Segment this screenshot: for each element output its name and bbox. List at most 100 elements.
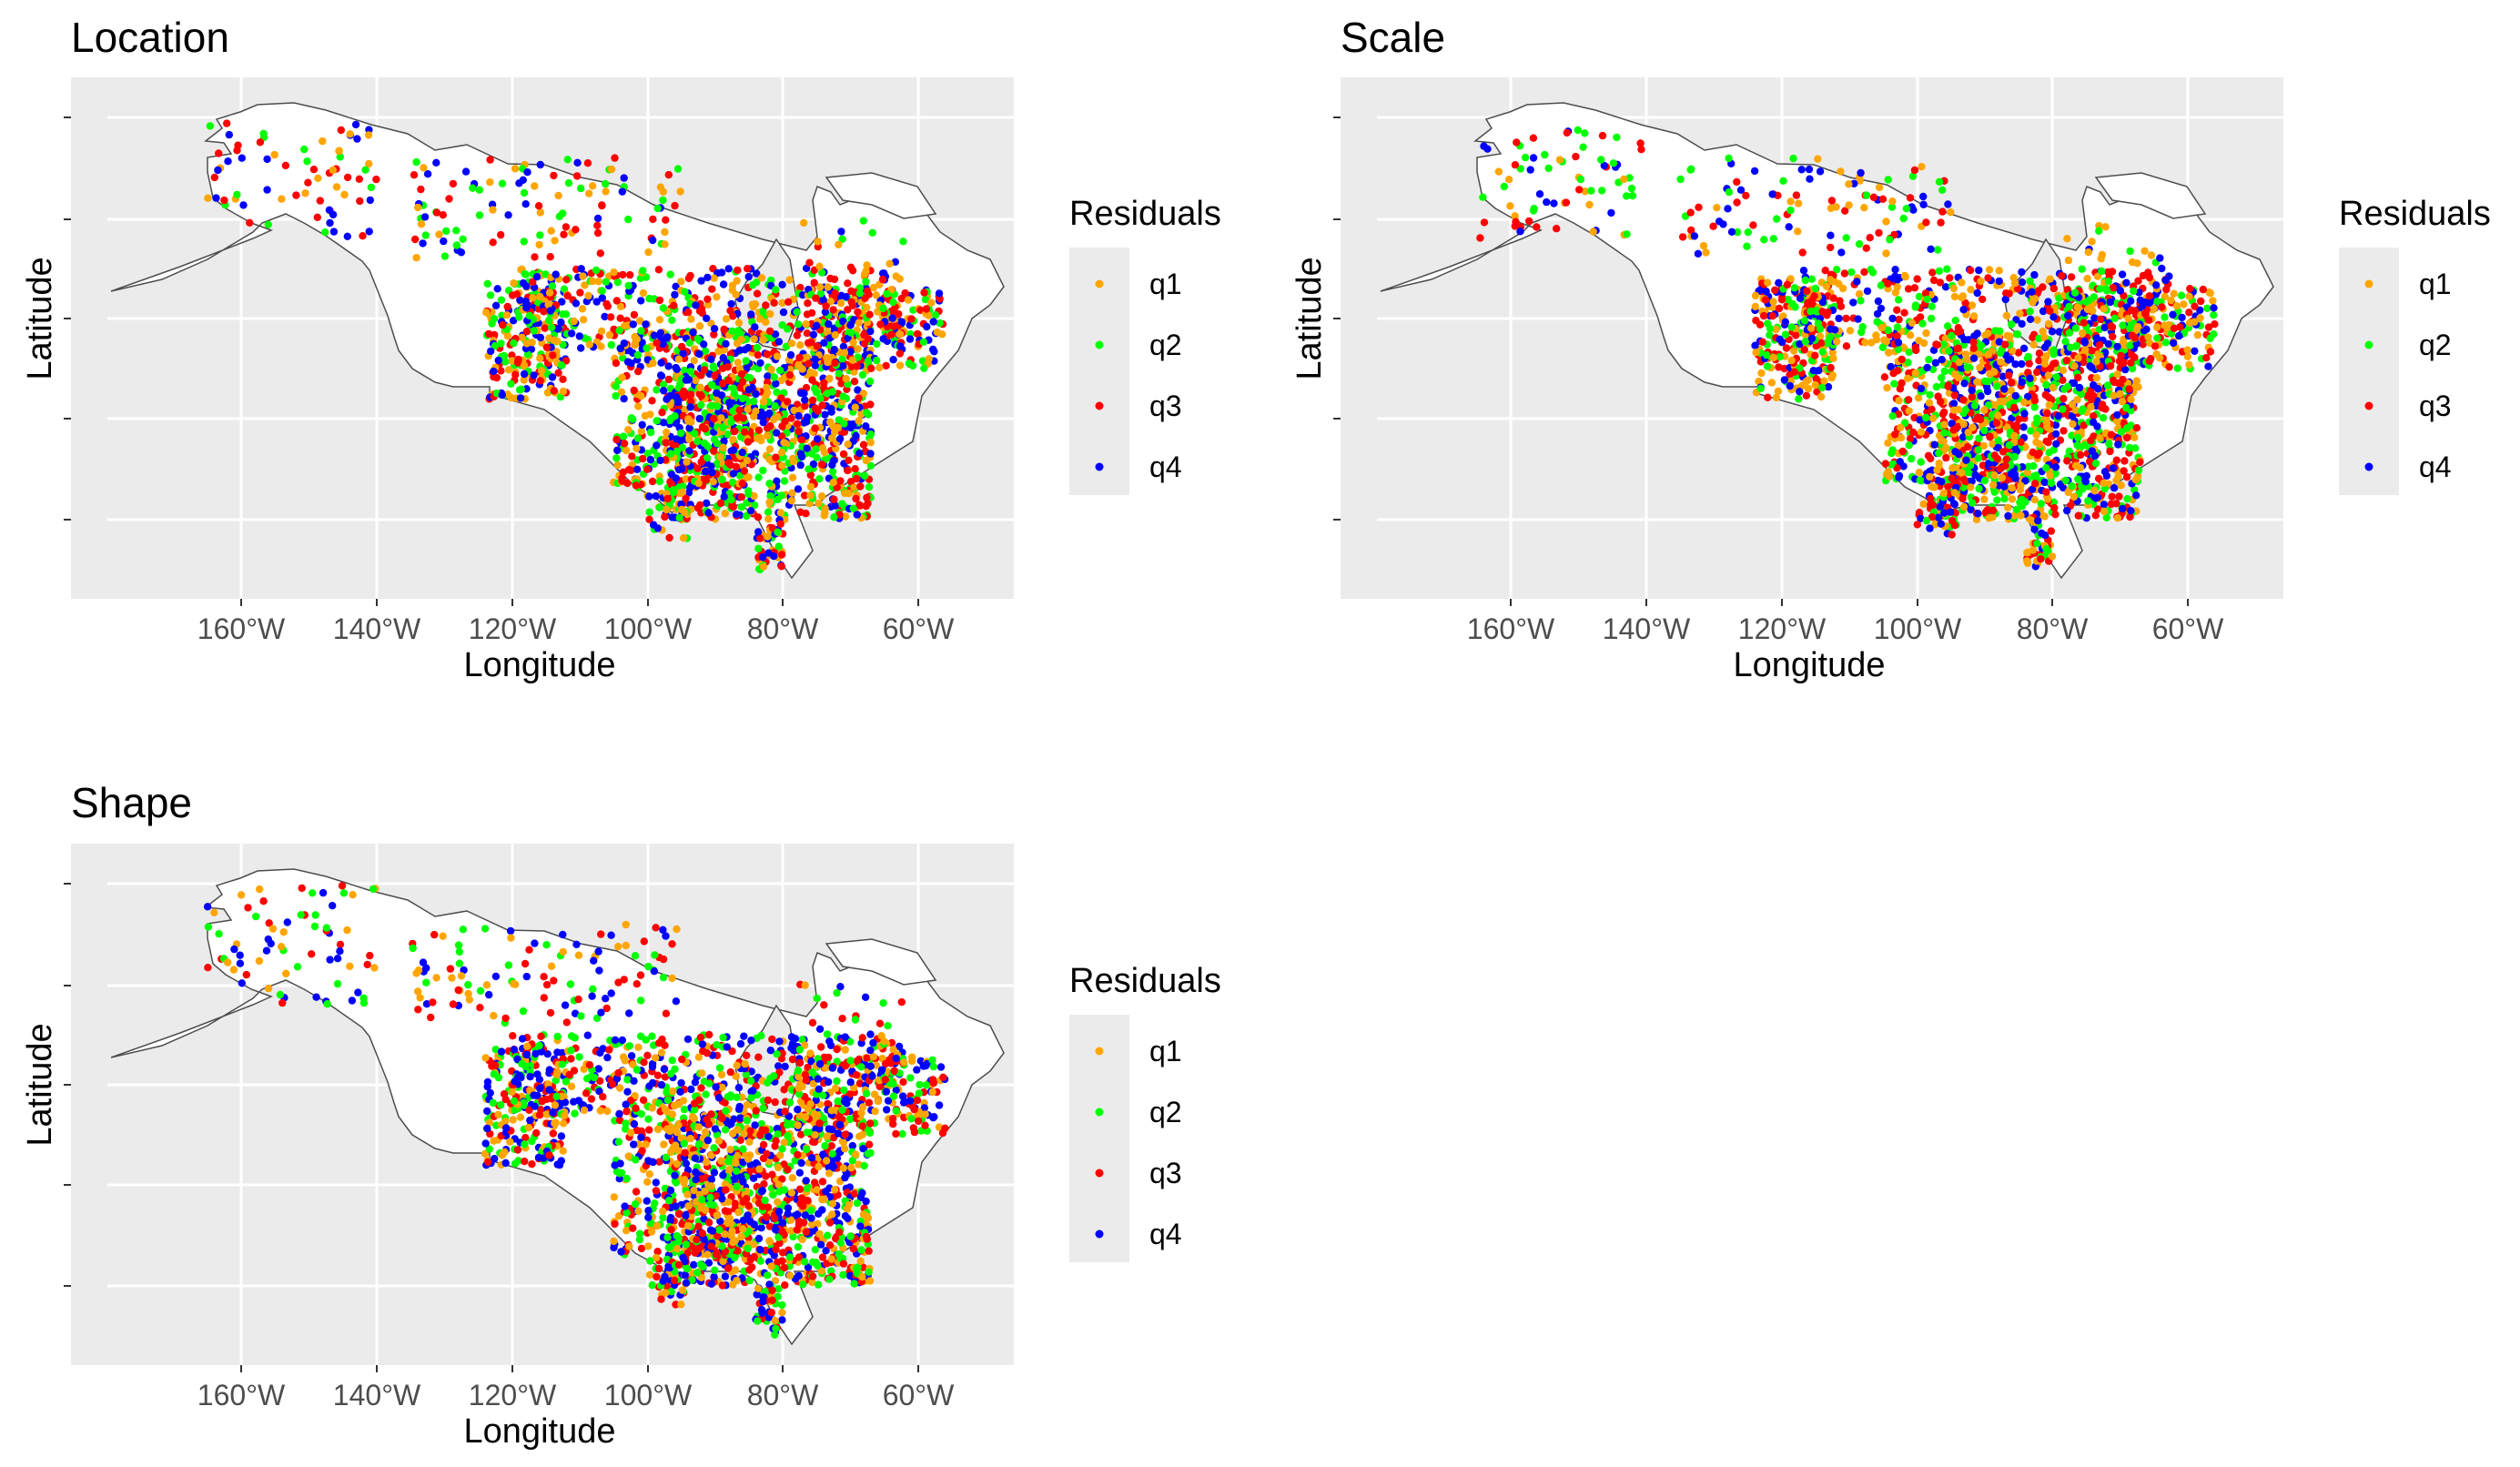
station-point [710, 447, 718, 455]
station-point [1694, 249, 1703, 258]
station-point [309, 166, 319, 174]
station-point [2087, 436, 2095, 445]
station-point [499, 320, 507, 329]
station-point [1767, 379, 1776, 387]
station-point [2147, 251, 2156, 259]
station-point [1811, 284, 1819, 293]
station-point [2108, 268, 2117, 276]
station-point [575, 332, 583, 340]
station-point [2126, 324, 2134, 333]
station-point [803, 329, 812, 338]
station-point [719, 423, 727, 431]
station-point [697, 391, 705, 400]
station-point [1877, 324, 1886, 332]
x-tick-label: 140°W [333, 612, 421, 645]
station-point [2136, 296, 2144, 305]
station-point [1792, 331, 1800, 339]
station-point [763, 431, 772, 440]
station-point [259, 129, 268, 138]
station-point [2071, 288, 2080, 297]
station-point [332, 183, 341, 191]
station-point [1868, 268, 1877, 277]
station-point [1913, 521, 1921, 529]
station-point [1762, 351, 1771, 359]
station-point [585, 189, 593, 197]
station-point [2068, 400, 2077, 409]
station-point [1898, 447, 1907, 456]
station-point [1958, 469, 1966, 477]
station-point [2025, 359, 2033, 368]
station-point [366, 196, 374, 205]
station-point [865, 483, 874, 491]
station-point [1930, 440, 1938, 449]
station-point [2042, 380, 2050, 390]
station-point [852, 494, 860, 503]
station-point [738, 378, 746, 386]
station-point [2078, 407, 2086, 415]
station-point [2085, 296, 2093, 304]
station-point [1751, 291, 1760, 300]
station-point [1828, 278, 1837, 286]
station-point [673, 365, 681, 373]
station-point [351, 120, 360, 129]
station-point [353, 135, 361, 143]
station-point [750, 335, 758, 343]
station-point [1959, 502, 1968, 511]
station-point [1609, 159, 1618, 167]
station-point [223, 119, 231, 127]
station-point [536, 333, 545, 342]
station-point [2206, 334, 2214, 342]
station-point [503, 302, 511, 311]
station-point [1585, 200, 1594, 209]
station-point [1922, 516, 1931, 525]
station-point [787, 339, 796, 348]
station-point [1908, 454, 1916, 463]
station-point [2102, 287, 2111, 295]
station-point [2046, 275, 2054, 283]
station-point [2118, 398, 2127, 406]
station-point [439, 211, 447, 219]
station-point [637, 297, 645, 305]
station-point [224, 157, 232, 166]
station-point [246, 218, 254, 227]
station-point [2170, 289, 2178, 298]
station-point [796, 341, 805, 349]
station-point [744, 272, 753, 281]
station-point [1984, 377, 1992, 386]
station-point [2093, 385, 2102, 393]
station-point [530, 371, 538, 379]
station-point [862, 422, 870, 430]
station-point [1521, 153, 1530, 162]
station-point [700, 439, 708, 448]
station-point [822, 302, 830, 310]
station-point [763, 424, 772, 432]
station-point [1898, 379, 1906, 388]
station-point [731, 427, 739, 436]
station-point [842, 375, 850, 383]
station-point [859, 390, 867, 398]
station-point [1888, 412, 1897, 420]
station-point [1930, 483, 1938, 491]
station-point [713, 293, 721, 301]
station-point [680, 387, 688, 396]
station-point [1905, 348, 1913, 357]
station-point [807, 309, 816, 318]
station-point [2017, 511, 2025, 520]
station-point [2078, 265, 2086, 273]
station-point [1725, 187, 1734, 197]
station-point [1909, 206, 1918, 214]
station-point [1513, 138, 1521, 147]
station-point [1757, 369, 1766, 378]
station-point [645, 492, 653, 501]
station-point [1786, 197, 1795, 206]
plot-area [71, 77, 1014, 599]
station-point [1951, 448, 1959, 456]
station-point [2084, 248, 2092, 257]
station-point [2209, 297, 2217, 305]
station-point [1769, 353, 1778, 362]
station-point [693, 437, 702, 446]
station-point [653, 386, 661, 394]
station-point [1996, 349, 2005, 358]
station-point [520, 188, 529, 197]
station-point [849, 339, 857, 347]
